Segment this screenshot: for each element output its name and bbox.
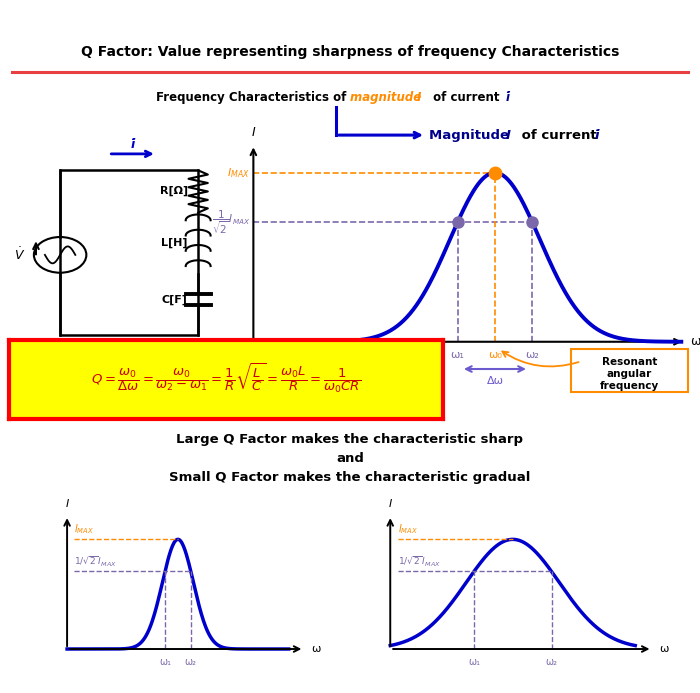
Text: ω: ω [311, 644, 321, 654]
Text: i̇: i̇ [595, 129, 599, 141]
Text: Small Q Factor makes the characteristic gradual: Small Q Factor makes the characteristic … [169, 471, 531, 484]
Text: frequency: frequency [600, 380, 659, 391]
Text: i̇: i̇ [130, 138, 134, 151]
Text: I: I [505, 129, 510, 141]
Text: ω₁: ω₁ [468, 657, 480, 667]
Text: ω₁: ω₁ [451, 350, 465, 360]
Text: $\dot{V}$: $\dot{V}$ [15, 247, 26, 263]
Text: Large Q Factor makes the characteristic sharp: Large Q Factor makes the characteristic … [176, 433, 524, 446]
Text: Magnitude: Magnitude [429, 129, 514, 141]
Text: $\dfrac{1}{\sqrt{2}}I_{MAX}$: $\dfrac{1}{\sqrt{2}}I_{MAX}$ [211, 208, 250, 236]
Text: I: I [417, 91, 421, 104]
Text: i̇: i̇ [505, 91, 510, 104]
Text: ω: ω [659, 644, 669, 654]
Text: ω₂: ω₂ [185, 657, 197, 667]
Text: ω₂: ω₂ [526, 350, 539, 360]
FancyBboxPatch shape [571, 349, 688, 392]
Text: $I_{MAX}$: $I_{MAX}$ [398, 523, 418, 536]
Text: ω₀: ω₀ [488, 350, 502, 360]
Text: of current: of current [429, 91, 504, 104]
Text: Q Factor of RLC Series Resonant Circuit: Q Factor of RLC Series Resonant Circuit [21, 12, 348, 28]
Text: $I_{MAX}$: $I_{MAX}$ [74, 523, 94, 536]
Text: I: I [389, 499, 392, 509]
Text: ω₂: ω₂ [545, 657, 557, 667]
Text: magnitude: magnitude [350, 91, 426, 104]
Text: R[Ω]: R[Ω] [160, 186, 188, 195]
Text: Q Factor: Value representing sharpness of frequency Characteristics: Q Factor: Value representing sharpness o… [80, 44, 620, 59]
Text: $1/\sqrt{2}\,I_{MAX}$: $1/\sqrt{2}\,I_{MAX}$ [74, 555, 117, 569]
Text: ω₁: ω₁ [159, 657, 171, 667]
Text: C[F]: C[F] [162, 295, 188, 305]
Text: Resonant: Resonant [602, 358, 657, 367]
Text: $Q = \dfrac{\omega_0}{\Delta\omega} = \dfrac{\omega_0}{\omega_2 - \omega_1}= \df: $Q = \dfrac{\omega_0}{\Delta\omega} = \d… [91, 361, 361, 395]
Text: $I_{MAX}$: $I_{MAX}$ [227, 166, 250, 179]
Text: of current: of current [517, 129, 601, 141]
Text: and: and [336, 453, 364, 465]
Text: Frequency Characteristics of: Frequency Characteristics of [155, 91, 350, 104]
Text: L[H]: L[H] [161, 238, 188, 248]
Text: ω: ω [690, 335, 700, 349]
Text: $1/\sqrt{2}\,I_{MAX}$: $1/\sqrt{2}\,I_{MAX}$ [398, 555, 440, 569]
Text: I: I [251, 126, 256, 139]
Text: I: I [66, 499, 69, 509]
Text: angular: angular [607, 369, 652, 379]
Text: Δω: Δω [486, 376, 503, 386]
